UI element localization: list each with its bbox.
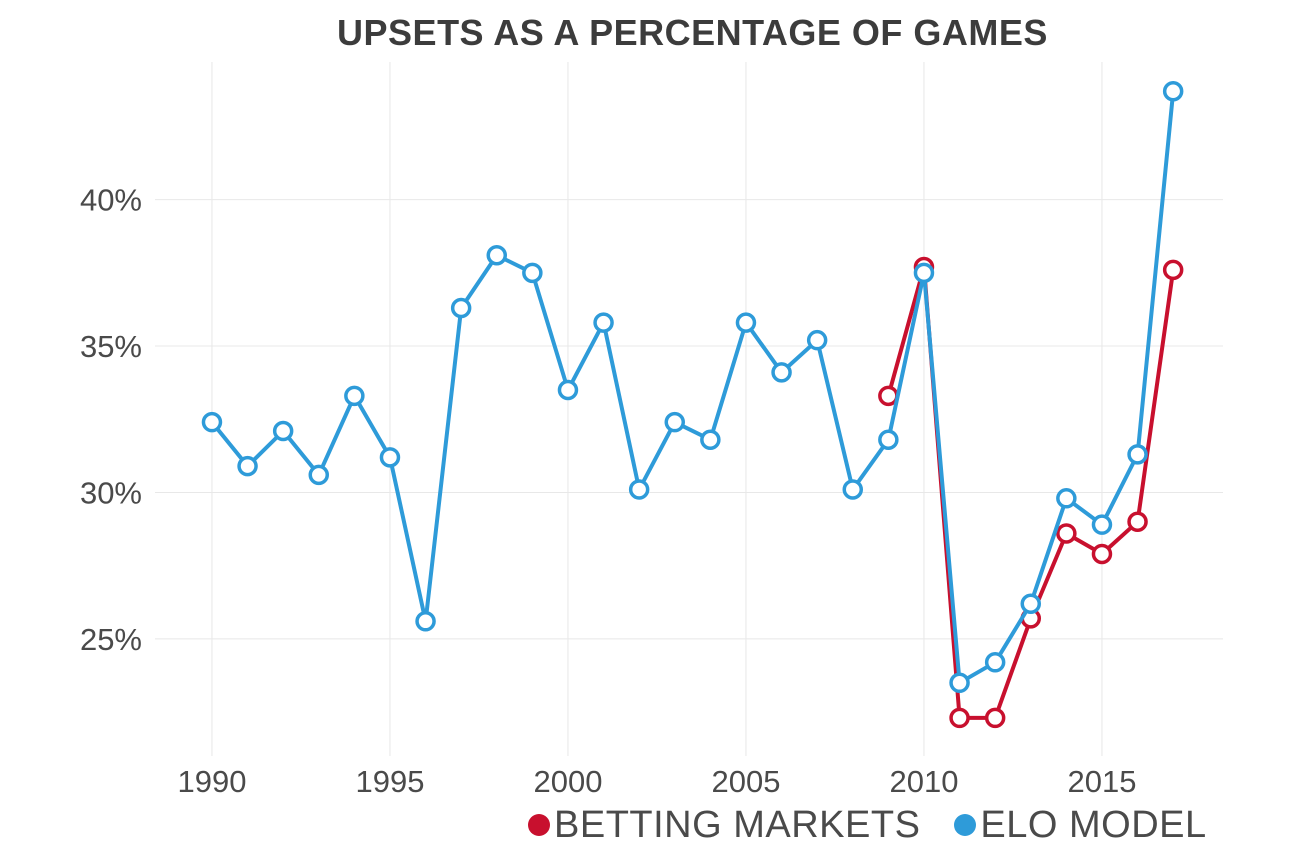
data-point-betting-markets-2012 (984, 707, 1006, 729)
data-point-elo-model-2000 (557, 379, 579, 401)
data-point-elo-model-2009 (878, 429, 899, 450)
x-tick-label: 2010 (889, 764, 958, 799)
legend-item-betting-markets: BETTING MARKETS (528, 804, 920, 847)
data-point-betting-markets-2016 (1127, 511, 1148, 532)
series-layer (201, 81, 1184, 729)
data-point-elo-model-2013 (1020, 593, 1042, 614)
data-point-elo-model-2014 (1056, 488, 1077, 509)
legend-swatch-betting-markets (528, 814, 550, 836)
legend-label-betting-markets: BETTING MARKETS (554, 803, 921, 846)
data-point-elo-model-1995 (379, 447, 401, 468)
data-point-betting-markets-2015 (1091, 543, 1113, 565)
data-point-elo-model-2006 (771, 362, 792, 383)
data-point-elo-model-1998 (486, 245, 508, 266)
x-tick-label: 1995 (355, 764, 424, 799)
data-point-elo-model-2001 (593, 312, 614, 333)
chart-title: UPSETS AS A PERCENTAGE OF GAMES (337, 12, 1048, 53)
y-tick-label: 35% (80, 329, 142, 364)
data-point-betting-markets-2011 (949, 707, 970, 729)
x-tick-label: 2015 (1067, 764, 1136, 799)
data-point-elo-model-1991 (237, 455, 258, 477)
data-point-elo-model-2011 (949, 672, 970, 694)
data-point-elo-model-2012 (984, 652, 1006, 673)
y-tick-label: 25% (80, 622, 142, 657)
data-point-elo-model-1990 (201, 411, 223, 433)
x-tick-label: 2000 (533, 764, 602, 799)
data-point-betting-markets-2014 (1056, 523, 1077, 544)
legend-swatch-elo-model (954, 814, 977, 836)
y-tick-label: 30% (80, 475, 142, 510)
data-point-elo-model-1997 (450, 297, 472, 319)
data-point-elo-model-2016 (1127, 444, 1148, 465)
legend-label-elo-model: ELO MODEL (980, 803, 1207, 846)
data-point-elo-model-2015 (1091, 514, 1113, 535)
data-point-elo-model-1992 (272, 420, 294, 442)
data-point-elo-model-2005 (735, 312, 757, 333)
data-point-elo-model-2010 (913, 262, 935, 284)
data-point-elo-model-1999 (522, 262, 543, 284)
tick-labels: 1990 1995 2000 2005 2010 2015 25% 30% 35% 40% (80, 183, 1136, 799)
data-point-elo-model-1996 (415, 611, 436, 632)
y-tick-label: 40% (80, 183, 142, 218)
data-point-betting-markets-2009 (878, 385, 899, 407)
data-point-elo-model-2003 (664, 411, 686, 433)
data-point-elo-model-1993 (308, 464, 330, 486)
legend: BETTING MARKETS ELO MODEL (528, 800, 1207, 850)
legend-item-elo-model: ELO MODEL (954, 804, 1206, 847)
x-tick-label: 1990 (177, 764, 246, 799)
data-point-elo-model-2002 (628, 479, 650, 500)
data-point-elo-model-2008 (842, 479, 864, 500)
data-point-elo-model-2017 (1162, 81, 1184, 102)
series-elo-model (201, 81, 1184, 694)
data-point-elo-model-2004 (700, 429, 721, 450)
series-line-elo-model (210, 89, 1176, 685)
grid-layer (155, 62, 1223, 756)
data-point-elo-model-1994 (344, 385, 365, 407)
x-tick-label: 2005 (711, 764, 780, 799)
data-point-elo-model-2007 (806, 329, 828, 351)
data-point-betting-markets-2017 (1162, 259, 1184, 281)
